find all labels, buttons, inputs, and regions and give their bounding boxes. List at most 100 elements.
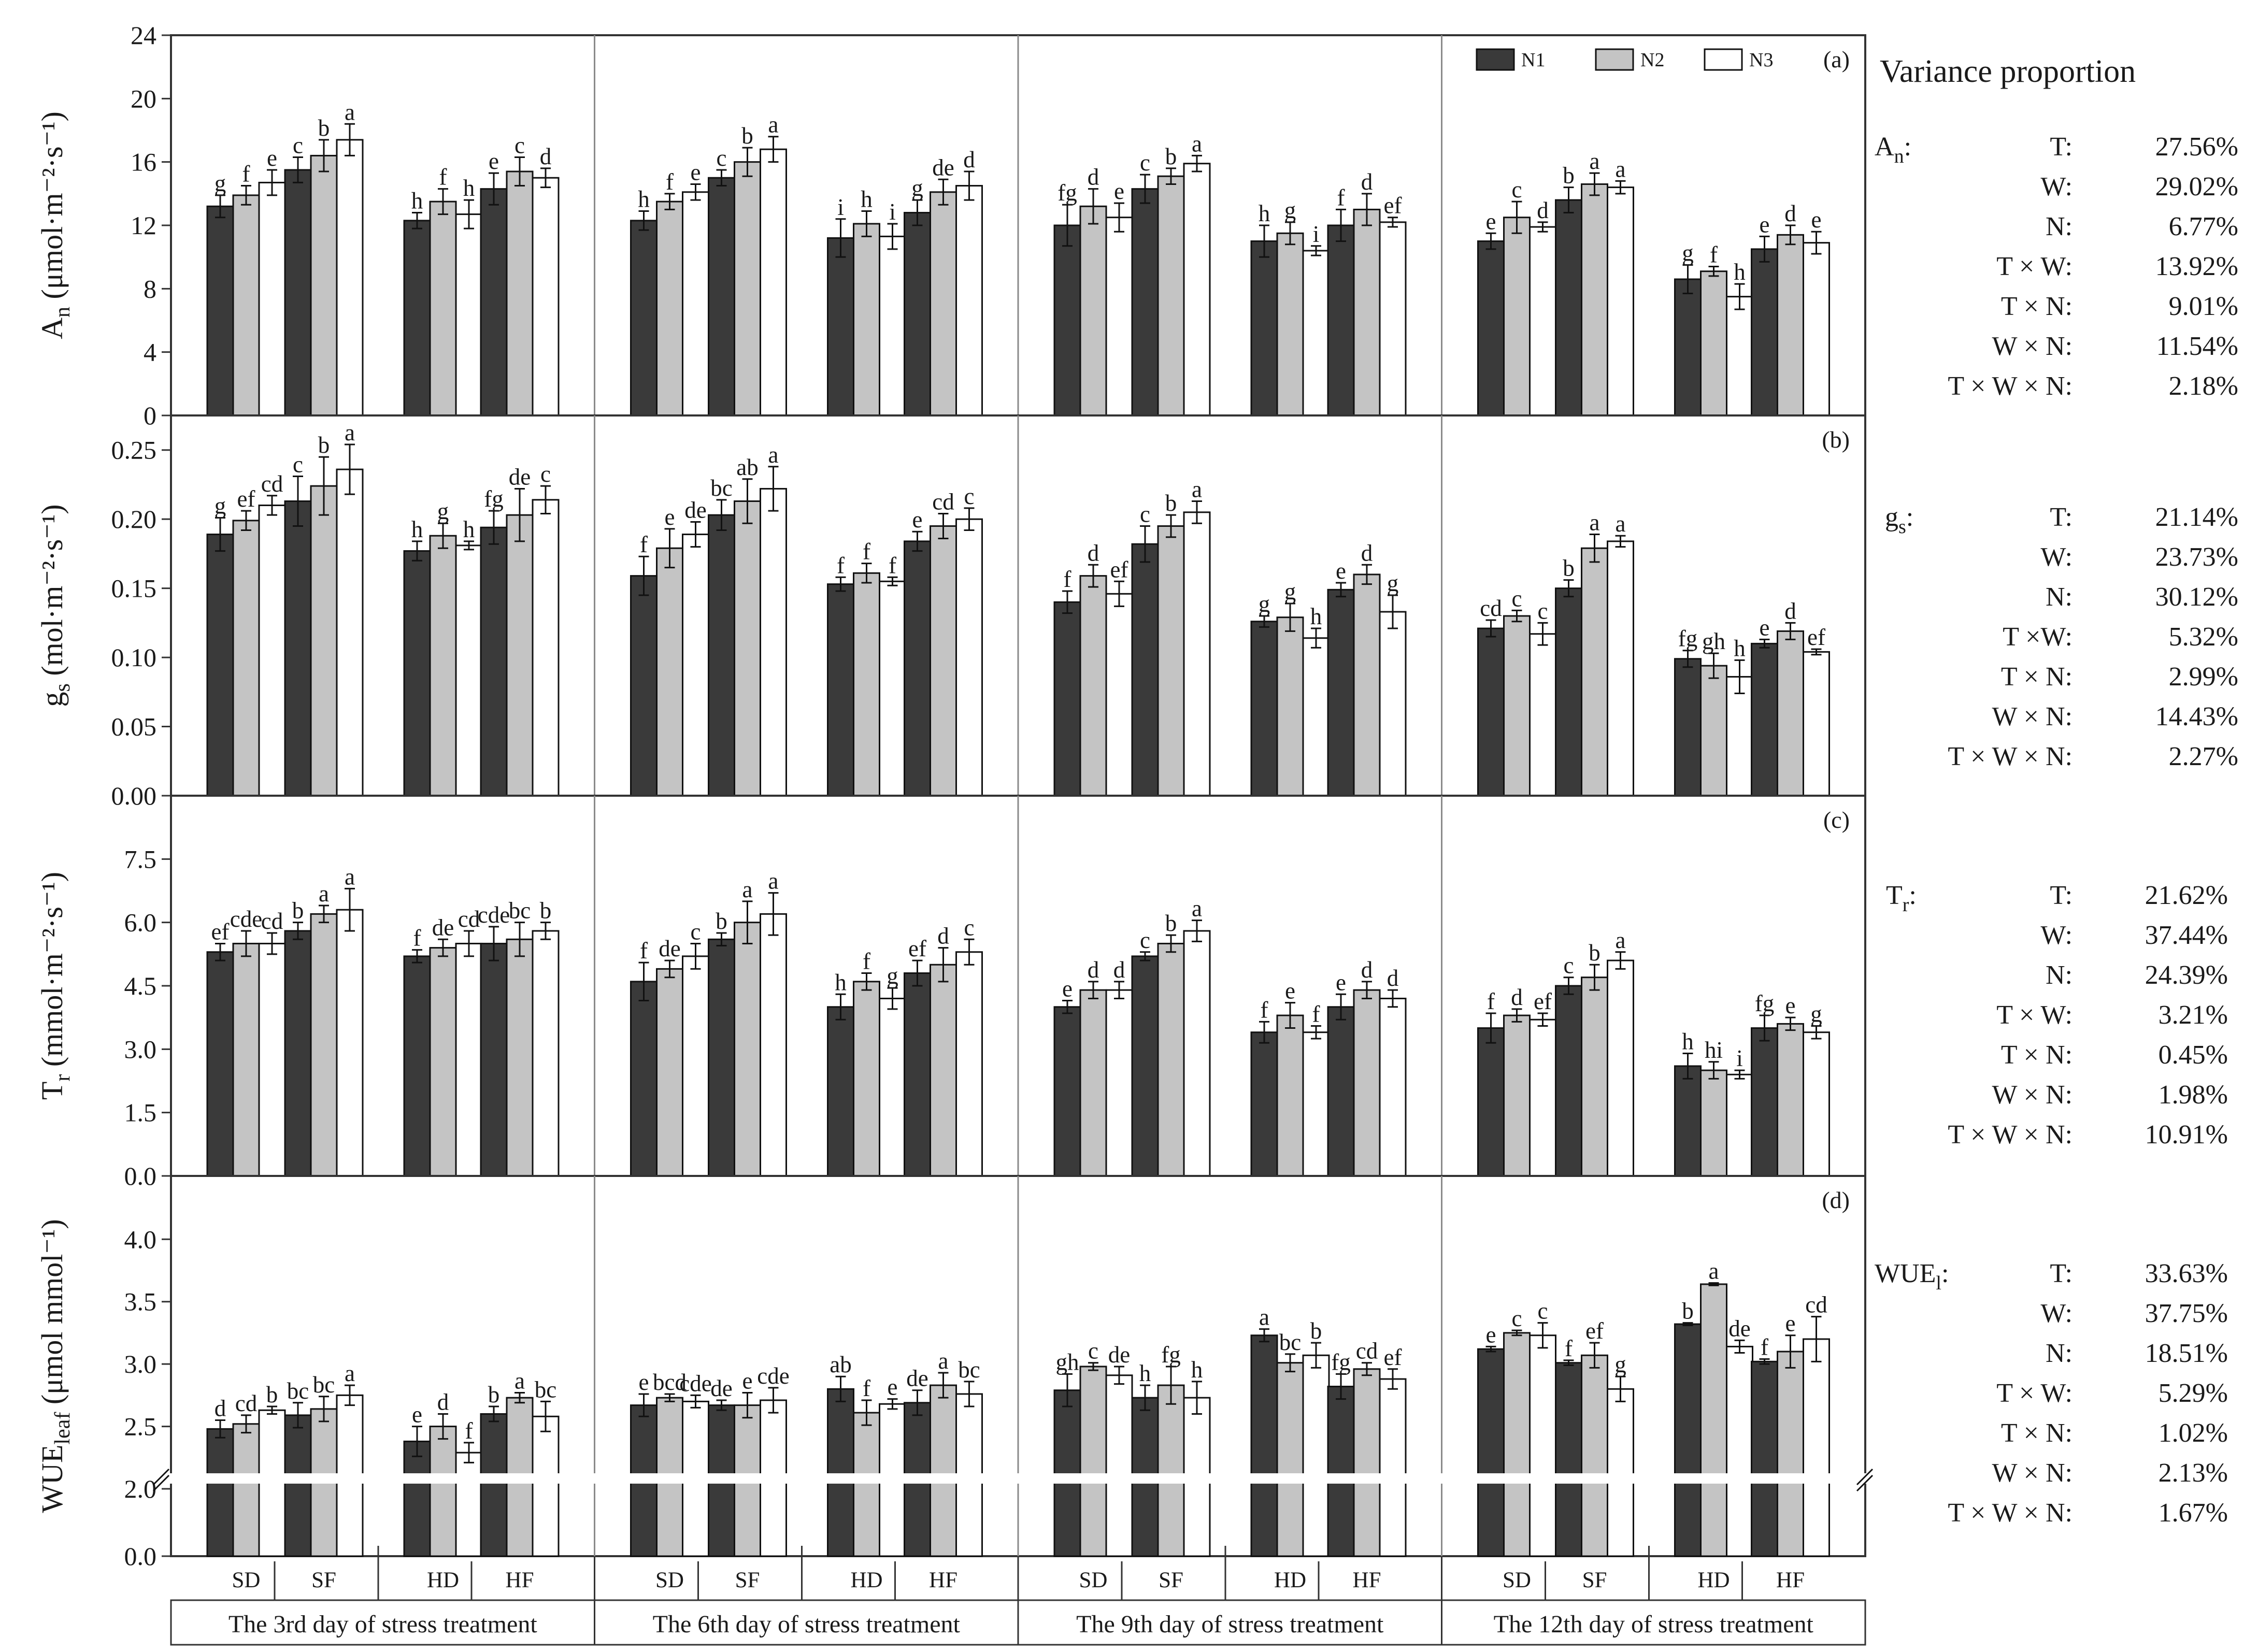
significance-letter: fg	[1755, 990, 1775, 1016]
bar-n1	[480, 188, 508, 416]
variance-value: 11.54%	[2156, 332, 2238, 361]
bar-n2	[310, 485, 338, 797]
significance-letter: e	[665, 504, 675, 530]
bar-n3	[258, 504, 286, 797]
significance-letter: c	[1088, 1338, 1098, 1364]
variance-term: T:	[2050, 1259, 2073, 1288]
significance-letter: c	[515, 132, 525, 158]
bar-n3	[532, 1415, 560, 1557]
bar-n2	[1353, 573, 1381, 797]
significance-letter: d	[1784, 200, 1796, 226]
bar-n2	[1777, 1023, 1804, 1177]
significance-letter: b	[741, 123, 753, 149]
variance-term: N:	[2046, 960, 2073, 990]
significance-letter: g	[1284, 197, 1296, 223]
bar-n3	[1379, 611, 1407, 797]
significance-letter: d	[215, 1396, 226, 1421]
significance-letter: e	[1785, 993, 1796, 1018]
axis-break-mark	[1856, 1468, 1874, 1486]
significance-letter: b	[540, 898, 552, 924]
bar-n3	[1607, 959, 1634, 1177]
bar-n3	[682, 191, 709, 416]
significance-letter: f	[1064, 566, 1071, 592]
bar-n2	[1700, 1283, 1727, 1557]
significance-letter: e	[912, 507, 923, 533]
significance-letter: d	[1361, 540, 1373, 566]
bar-n2	[1276, 232, 1304, 416]
y-tick-label: 4.0	[124, 1225, 157, 1254]
bar-n3	[1379, 997, 1407, 1177]
variance-label-colon: :	[1904, 132, 1911, 162]
bar-n1	[1477, 240, 1505, 416]
significance-letter: gh	[1702, 628, 1725, 654]
bar-n3	[1803, 1338, 1830, 1557]
treatment-label: HF	[1776, 1568, 1805, 1592]
legend-swatch-n2	[1595, 48, 1634, 71]
category-axis: SD SF HD HF The 3rd day of stress treatment S…	[170, 1546, 1866, 1646]
bar-n2	[429, 200, 457, 416]
variance-term: W:	[2040, 542, 2073, 572]
bar-n3	[1803, 651, 1830, 797]
treatment-label: SF	[1582, 1568, 1607, 1592]
variance-term: T:	[2050, 881, 2073, 910]
y-tick-label: 3.5	[124, 1287, 157, 1316]
y-axis-label-sub: n	[51, 307, 75, 318]
significance-letter: h	[411, 188, 423, 214]
significance-letter: a	[1590, 148, 1600, 174]
bar-n2	[930, 1384, 957, 1557]
bar-n3	[1105, 1374, 1133, 1557]
significance-letter: fg	[1161, 1342, 1181, 1368]
bar-n1	[206, 205, 234, 416]
bar-n3	[1302, 1031, 1330, 1177]
y-tick-label: 2.5	[124, 1412, 157, 1441]
variance-label-sub: s	[1898, 516, 1906, 538]
bar-n3	[1803, 242, 1830, 416]
variance-term: N:	[2046, 582, 2073, 612]
bar-n1	[904, 540, 931, 797]
bar-n2	[1581, 1354, 1608, 1557]
variance-label: Tr:	[1886, 881, 1917, 916]
significance-letter: b	[266, 1382, 278, 1407]
variance-term: T × W:	[1996, 252, 2073, 281]
significance-letter: b	[1165, 143, 1177, 169]
y-tick-label: 0.05	[111, 712, 157, 741]
significance-letter: e	[489, 148, 499, 174]
bar-n1	[1751, 1360, 1778, 1557]
bar-n2	[232, 520, 260, 797]
significance-letter: d	[937, 923, 949, 949]
bar-n2	[506, 170, 534, 416]
significance-letter: cd	[261, 471, 283, 497]
significance-letter: d	[963, 147, 975, 173]
bar-n1	[630, 981, 658, 1177]
bar-n1	[630, 575, 658, 797]
significance-letter: f	[640, 938, 648, 964]
y-axis-label-sub: s	[51, 683, 75, 692]
significance-letter: a	[515, 1368, 525, 1394]
bar-n1	[403, 220, 431, 416]
day-label: The 12th day of stress treatment	[1494, 1611, 1814, 1638]
bar-n2	[853, 1412, 880, 1557]
bar-n3	[1607, 540, 1634, 797]
significance-letter: f	[863, 949, 870, 974]
bar-n2	[232, 194, 260, 416]
bar-n3	[1302, 250, 1330, 416]
variance-term: T × N:	[2001, 292, 2073, 321]
bar-n2	[1581, 183, 1608, 416]
significance-letter: cd	[1805, 1292, 1827, 1318]
y-axis-label-unit: (mmol·m⁻²·s⁻¹)	[35, 872, 69, 1074]
bar-n2	[429, 535, 457, 797]
bar-n2	[1700, 665, 1727, 797]
y-tick-label: 0.25	[111, 436, 157, 465]
treatment-label: HF	[506, 1568, 534, 1592]
bar-n2	[429, 947, 457, 1177]
significance-letter: a	[768, 112, 779, 138]
y-tick-label: 2.0	[124, 1474, 157, 1503]
significance-letter: c	[964, 483, 975, 509]
significance-letter: gh	[1056, 1349, 1079, 1375]
significance-letter: h	[835, 969, 847, 995]
significance-letter: h	[1734, 259, 1746, 285]
bar-n3	[1529, 1018, 1556, 1177]
variance-value: 37.75%	[2145, 1299, 2228, 1328]
bar-n3	[1105, 593, 1133, 797]
variance-value: 1.98%	[2159, 1080, 2228, 1110]
